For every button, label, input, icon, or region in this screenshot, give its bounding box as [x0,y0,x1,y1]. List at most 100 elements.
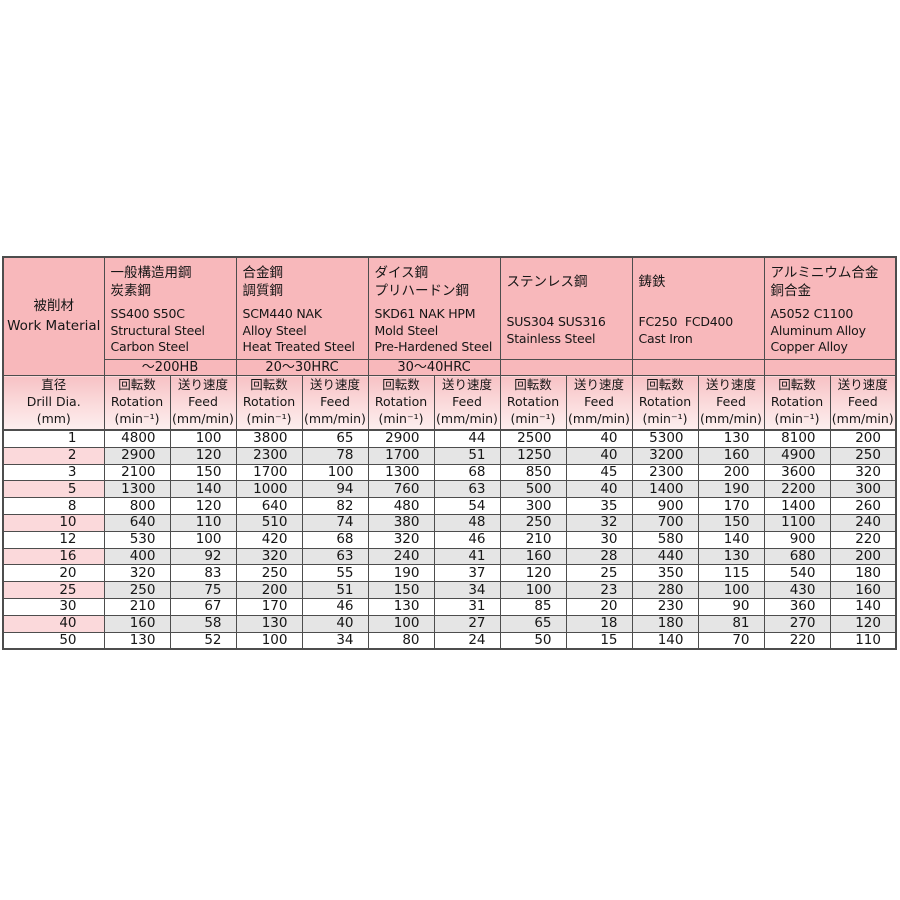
rotation-value: 180 [631,614,699,633]
feed-header-jp: 送り速度 [177,377,228,393]
feed-value: 74 [301,513,369,532]
rotation-header-en: Rotation [770,394,824,410]
rotation-header-unit: (min⁻¹) [642,410,688,426]
drill-dia-value: 3 [2,463,105,482]
feed-value: 115 [697,564,765,583]
rotation-value: 3200 [631,446,699,465]
feed-header: 送り速度 Feed (mm/min) [301,375,369,431]
feed-value: 55 [301,564,369,583]
material-grades-block: SCM440 NAK Alloy Steel Heat Treated Steel [237,305,368,359]
rotation-value: 430 [763,581,831,599]
material-group-header: アルミニウム合金 銅合金 A5052 C1100 Aluminum Alloy Copp… [763,256,897,360]
material-name-jp: プリハードン鋼 [374,283,470,299]
rotation-value: 230 [631,597,699,616]
material-names-jp: ステンレス鋼 [501,258,632,305]
material-names-jp: ダイス鋼 プリハードン鋼 [369,258,500,305]
hardness-cell: 20～30HRC [235,359,369,376]
rotation-value: 100 [235,631,303,650]
feed-value: 28 [565,547,633,566]
feed-header-unit: (mm/min) [568,410,630,426]
feed-header-en: Feed [584,394,614,410]
feed-header: 送り速度 Feed (mm/min) [829,375,897,431]
rotation-value: 1300 [103,480,171,499]
feed-value: 100 [169,530,237,549]
rotation-value: 2300 [631,463,699,482]
rotation-header: 回転数 Rotation (min⁻¹) [235,375,303,431]
material-name-jp: ダイス鋼 [374,265,429,282]
material-name-en: Heat Treated Steel [242,339,355,355]
material-name-jp: 一般構造用鋼 [110,265,192,282]
feed-value: 150 [697,513,765,532]
feed-value: 200 [829,547,897,566]
feed-value: 82 [301,497,369,515]
rotation-value: 270 [763,614,831,633]
feed-value: 260 [829,497,897,515]
feed-header-en: Feed [320,394,350,410]
rotation-value: 1100 [763,513,831,532]
rotation-value: 2300 [235,446,303,465]
feed-value: 24 [433,631,501,650]
rotation-value: 160 [499,547,567,566]
work-material-label-jp: 被削材 [33,297,75,314]
rotation-value: 510 [235,513,303,532]
rotation-header-jp: 回転数 [118,377,156,393]
rotation-value: 540 [763,564,831,583]
rotation-value: 130 [235,614,303,633]
feed-value: 18 [565,614,633,633]
rotation-value: 100 [499,581,567,599]
rotation-value: 850 [499,463,567,482]
feed-value: 68 [301,530,369,549]
material-grades-block: A5052 C1100 Aluminum Alloy Copper Alloy [765,305,896,359]
feed-value: 40 [565,429,633,448]
hardness-row: ～200HB 20～30HRC 30～40HRC [3,359,897,376]
rotation-header-en: Rotation [110,394,164,410]
feed-value: 63 [433,480,501,499]
drill-dia-unit: (mm) [36,410,71,426]
rotation-value: 500 [499,480,567,499]
rotation-value: 640 [103,513,171,532]
feed-header-en: Feed [716,394,746,410]
material-name-jp: 調質鋼 [242,283,284,299]
feed-value: 46 [433,530,501,549]
feed-header-jp: 送り速度 [573,377,624,393]
material-group-header: ダイス鋼 プリハードン鋼 SKD61 NAK HPM Mold Steel Pre-Ha… [367,256,501,360]
table-row: 2 2900 120 2300 78 1700 51 1250 40 3200 160 4900 250 [2,446,897,465]
rotation-header-jp: 回転数 [646,377,684,393]
rotation-value: 100 [367,614,435,633]
feed-header-jp: 送り速度 [837,377,888,393]
feed-value: 40 [565,480,633,499]
feed-value: 200 [697,463,765,482]
rotation-value: 1000 [235,480,303,499]
rotation-value: 4900 [763,446,831,465]
rotation-value: 210 [499,530,567,549]
drill-dia-value: 2 [2,446,105,465]
rotation-value: 2900 [103,446,171,465]
rotation-value: 2200 [763,480,831,499]
feed-value: 51 [433,446,501,465]
rotation-header-en: Rotation [506,394,560,410]
feed-value: 250 [829,446,897,465]
drill-dia-label-jp: 直径 [41,377,67,393]
material-name-en: Stainless Steel [506,331,596,346]
feed-value: 90 [697,597,765,616]
table-body: 被削材 Work Material 一般構造用鋼 炭素鋼 SS400 S50C Str… [2,256,897,650]
rotation-value: 120 [499,564,567,583]
material-grade-codes: SCM440 NAK [242,305,323,321]
rotation-value: 480 [367,497,435,515]
feed-value: 160 [829,581,897,599]
rotation-header-en: Rotation [374,394,428,410]
material-names-jp: 一般構造用鋼 炭素鋼 [105,258,236,305]
material-grade-codes: SKD61 NAK HPM [374,305,476,321]
material-name-jp: 合金鋼 [242,265,284,282]
rotation-value: 8100 [763,429,831,448]
rotation-value: 240 [367,547,435,566]
hardness-cell: ～200HB [103,359,237,376]
rotation-value: 170 [235,597,303,616]
feed-value: 46 [301,597,369,616]
table-row: 20 320 83 250 55 190 37 120 25 350 115 540 180 [2,564,897,583]
material-name-jp: ステンレス鋼 [506,274,588,291]
feed-value: 200 [829,429,897,448]
feed-value: 130 [697,429,765,448]
feed-value: 68 [433,463,501,482]
table-row: 5 1300 140 1000 94 760 63 500 40 1400 190 2200 300 [2,480,897,499]
